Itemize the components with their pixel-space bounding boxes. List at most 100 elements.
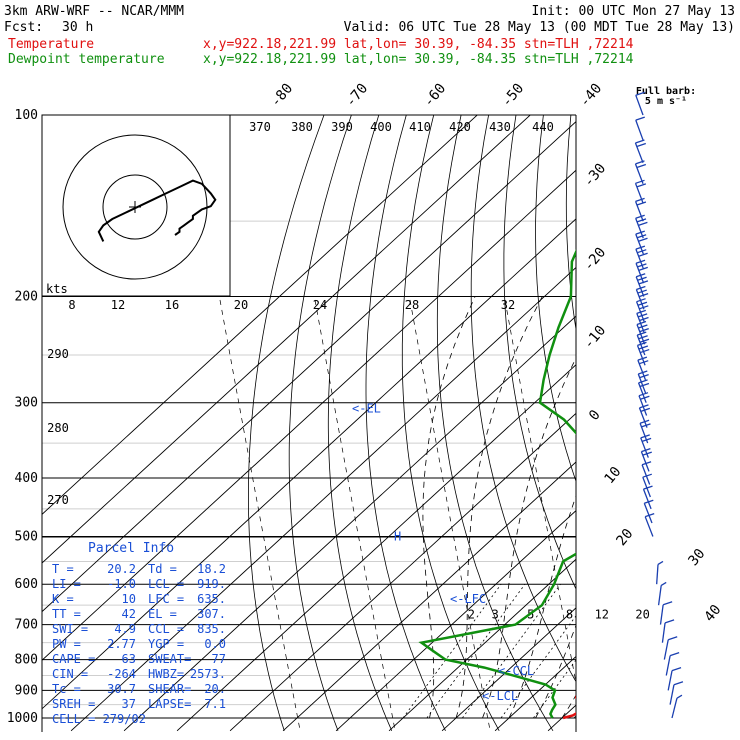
dry-adiabat-line xyxy=(596,115,740,731)
isotherm-line xyxy=(335,510,576,732)
forecast-hours: 30 h xyxy=(62,20,93,35)
isotherm-line xyxy=(176,364,576,732)
isotherm-label: -20 xyxy=(581,245,610,275)
wind-barb-staff xyxy=(656,564,659,585)
wind-barb-flag xyxy=(644,499,654,504)
dry-adiabat-line xyxy=(708,115,740,731)
isotherm-label: 20 xyxy=(613,526,636,549)
isotherm-label: -70 xyxy=(343,81,372,111)
wind-barb xyxy=(637,379,650,403)
mixing-ratio-line xyxy=(573,714,576,719)
isotherm-label: -80 xyxy=(268,81,297,111)
wind-barb-flag xyxy=(637,356,648,361)
wind-barb-flag xyxy=(635,197,645,202)
el-marker: <-EL xyxy=(352,402,381,416)
parcel-row-value: 2.77 xyxy=(107,637,136,651)
wind-barb-flag xyxy=(637,276,647,281)
theta-label: 420 xyxy=(449,120,471,134)
wind-barb-flag xyxy=(636,201,647,206)
parcel-row-label: CCL = xyxy=(148,622,184,636)
hodograph-ring xyxy=(102,174,168,240)
wind-barb-flag xyxy=(638,335,648,340)
wind-barb xyxy=(667,666,682,691)
wind-barb-staff xyxy=(640,451,650,472)
wind-barb-flag xyxy=(676,694,683,699)
wind-barb-staff xyxy=(665,655,671,676)
wind-barb-flag xyxy=(641,437,652,443)
isotherm-line xyxy=(42,115,531,564)
isotherm-line xyxy=(282,461,576,732)
pressure-tick-label: 600 xyxy=(15,577,38,592)
wind-barb-flag xyxy=(638,293,649,298)
parcel-row-label: PW = xyxy=(52,637,81,651)
isotherm-line xyxy=(494,655,576,732)
legend-temperature-location: x,y=922.18,221.99 lat,lon= 30.39, -84.35… xyxy=(203,37,634,52)
hodograph-trace xyxy=(97,179,217,242)
wind-barb-flag xyxy=(638,237,648,242)
wind-barb-flag xyxy=(637,289,647,294)
wind-barb xyxy=(638,392,650,416)
parcel-row-value: 307. xyxy=(197,607,226,621)
theta-label: 440 xyxy=(532,120,554,134)
wind-barb-flag xyxy=(638,392,649,397)
wind-barb-flag xyxy=(671,666,682,672)
wind-barb-staff xyxy=(641,464,651,485)
dry-adiabat-line xyxy=(653,115,740,731)
wind-barb-staff xyxy=(642,488,652,510)
pressure-tick-label: 500 xyxy=(15,529,38,544)
wind-barb-staff xyxy=(642,476,651,498)
wind-barb-flag xyxy=(639,305,649,310)
parcel-row-label: LCL = xyxy=(148,577,184,591)
pressure-tick-label: 200 xyxy=(15,290,38,305)
wind-barb-flag xyxy=(637,341,647,347)
wind-barb-flag xyxy=(639,327,649,333)
wind-barb-staff xyxy=(637,373,647,395)
parcel-row-value: 18.2 xyxy=(197,562,226,576)
wind-barb-staff xyxy=(635,218,644,239)
wind-barb-flag xyxy=(644,513,655,518)
wind-barb-flag xyxy=(635,91,645,96)
isotherm-line xyxy=(42,169,576,661)
wind-barb-staff xyxy=(669,684,675,705)
parcel-row-label: EL = xyxy=(148,607,177,621)
wind-barb-flag xyxy=(639,338,650,343)
wind-barb-flag xyxy=(640,395,650,400)
wind-barb-staff xyxy=(643,503,653,524)
dry-adiabats xyxy=(247,115,740,732)
wind-barb-staff xyxy=(657,585,662,606)
parcel-row-label: LAPSE= xyxy=(148,697,191,711)
mixing-ratio-label: 3 xyxy=(492,608,499,622)
wind-barb-flag xyxy=(635,160,645,165)
wind-barb-flag xyxy=(638,252,648,257)
wind-barb-flag xyxy=(637,313,648,318)
isotherm-line xyxy=(42,218,576,710)
parcel-row-label: Tc = xyxy=(52,682,81,696)
wind-barb-staff xyxy=(634,163,644,184)
parcel-row-value: 30.7 xyxy=(107,682,136,696)
wind-barb-flag xyxy=(636,234,647,239)
dry-adiabat-line xyxy=(681,115,740,731)
hodograph-ring-label: 32 xyxy=(501,298,515,312)
wind-barb xyxy=(635,214,648,239)
wind-barb-staff xyxy=(671,698,678,719)
wind-barb-flag xyxy=(636,298,646,303)
wind-barb-flag xyxy=(635,214,645,219)
wind-barb-flag xyxy=(635,245,646,250)
wind-barb-flag xyxy=(636,218,647,223)
parcel-row-label: HWBZ= xyxy=(148,667,184,681)
wind-barb xyxy=(634,139,647,163)
wind-barb-staff xyxy=(661,622,666,643)
full-barb-unit: 5 m s⁻¹ xyxy=(645,96,687,107)
wind-barb xyxy=(642,473,652,498)
full-barb-label: Full barb: xyxy=(636,86,696,97)
parcel-info: Parcel Info T = 20.2 Td = 18.2 LI = -1.0 LCL =… xyxy=(52,541,226,726)
wind-barb-flag xyxy=(638,266,648,272)
wind-barb xyxy=(635,273,649,297)
hodograph: kts xyxy=(41,114,231,297)
parcel-row-value: -1.0 xyxy=(107,577,136,591)
wind-barb-staff xyxy=(635,289,645,310)
moist-adiabat-line xyxy=(455,296,543,719)
dewpoint-profile xyxy=(418,248,576,719)
isotherm-label: -30 xyxy=(581,161,610,191)
moist-adiabat-line xyxy=(508,494,576,719)
